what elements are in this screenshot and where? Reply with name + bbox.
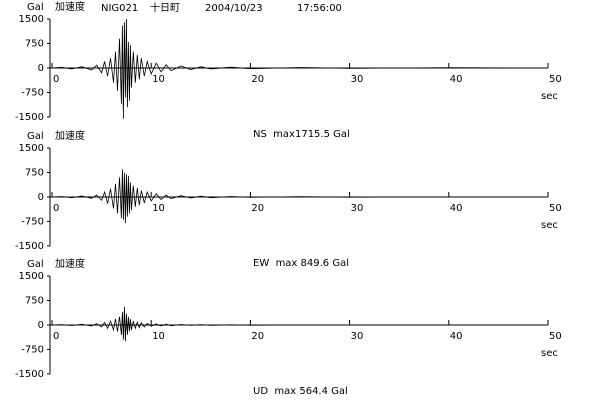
y-label: 加速度 bbox=[55, 129, 85, 142]
y-tick-label: -1500 bbox=[15, 112, 44, 123]
caption: EW max 849.6 Gal bbox=[253, 258, 349, 269]
y-tick-label: 0 bbox=[38, 63, 44, 74]
y-unit: Gal bbox=[27, 2, 44, 13]
y-unit: Gal bbox=[27, 259, 44, 270]
place: 十日町 bbox=[150, 1, 180, 14]
x-tick-label: 50 bbox=[549, 74, 562, 85]
x-tick-label: 20 bbox=[251, 331, 264, 342]
x-tick-label: 40 bbox=[450, 331, 463, 342]
date: 2004/10/23 bbox=[205, 3, 263, 14]
x-tick-label: 20 bbox=[251, 74, 264, 85]
y-label: 加速度 bbox=[55, 0, 85, 13]
y-tick-label: 750 bbox=[25, 296, 44, 307]
x-tick-label: 10 bbox=[152, 74, 165, 85]
y-tick-label: -1500 bbox=[15, 369, 44, 380]
waveform bbox=[51, 306, 549, 342]
x-tick-label: 30 bbox=[351, 74, 364, 85]
x-unit: sec bbox=[541, 348, 558, 359]
station: NIG021 bbox=[101, 3, 138, 14]
y-tick-label: 1500 bbox=[19, 143, 44, 154]
x-tick-label: 0 bbox=[53, 74, 59, 85]
y-tick-label: 1500 bbox=[19, 271, 44, 282]
x-tick-label: 20 bbox=[251, 203, 264, 214]
x-unit: sec bbox=[541, 91, 558, 102]
y-tick-label: -750 bbox=[21, 217, 44, 228]
x-tick-label: 50 bbox=[549, 331, 562, 342]
x-unit: sec bbox=[541, 220, 558, 231]
x-tick-label: 30 bbox=[351, 203, 364, 214]
x-tick-label: 50 bbox=[549, 203, 562, 214]
y-tick-label: -750 bbox=[21, 88, 44, 99]
x-tick-label: 40 bbox=[450, 203, 463, 214]
y-tick-label: -750 bbox=[21, 345, 44, 356]
time: 17:56:00 bbox=[297, 3, 342, 14]
y-tick-label: -1500 bbox=[15, 241, 44, 252]
x-tick-label: 0 bbox=[53, 203, 59, 214]
waveform bbox=[51, 169, 549, 224]
x-tick-label: 30 bbox=[351, 331, 364, 342]
x-tick-label: 40 bbox=[450, 74, 463, 85]
y-label: 加速度 bbox=[55, 257, 85, 270]
y-tick-label: 0 bbox=[38, 320, 44, 331]
y-unit: Gal bbox=[27, 131, 44, 142]
caption: UD max 564.4 Gal bbox=[253, 386, 348, 397]
waveform bbox=[51, 18, 549, 119]
y-tick-label: 1500 bbox=[19, 14, 44, 25]
y-tick-label: 750 bbox=[25, 168, 44, 179]
x-tick-label: 10 bbox=[152, 331, 165, 342]
y-tick-label: 750 bbox=[25, 39, 44, 50]
y-tick-label: 0 bbox=[38, 192, 44, 203]
caption: NS max1715.5 Gal bbox=[253, 129, 350, 140]
x-tick-label: 0 bbox=[53, 331, 59, 342]
x-tick-label: 10 bbox=[152, 203, 165, 214]
